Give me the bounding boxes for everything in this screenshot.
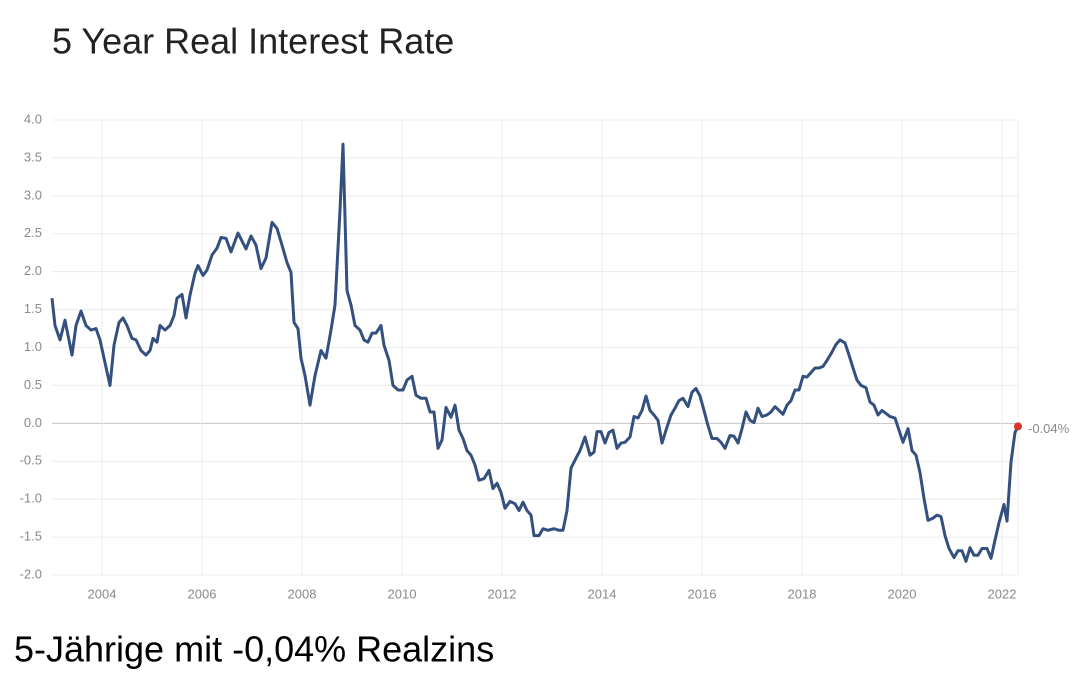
x-tick-label: 2012 [488,586,517,601]
x-tick-label: 2022 [988,586,1017,601]
x-tick-label: 2004 [88,586,117,601]
x-tick-label: 2020 [888,586,917,601]
y-tick-label: 2.5 [24,225,42,240]
y-tick-label: 0.5 [24,377,42,392]
caption: 5-Jährige mit -0,04% Realzins [14,629,494,670]
y-tick-label: 4.0 [24,111,42,126]
end-label: -0.04% [1028,421,1070,436]
y-tick-label: -1.0 [20,491,42,506]
y-tick-label: -2.0 [20,566,42,581]
chart-title: 5 Year Real Interest Rate [52,21,454,62]
y-tick-label: 1.5 [24,301,42,316]
x-tick-label: 2016 [688,586,717,601]
y-tick-label: -0.5 [20,453,42,468]
y-tick-label: -1.5 [20,529,42,544]
y-tick-label: 2.0 [24,263,42,278]
x-tick-label: 2008 [288,586,317,601]
line [50,142,1020,563]
x-tick-label: 2014 [588,586,617,601]
x-tick-label: 2018 [788,586,817,601]
end-point [1014,422,1022,431]
y-tick-label: 0.0 [24,415,42,430]
y-tick-label: 3.0 [24,187,42,202]
x-tick-label: 2010 [388,586,417,601]
y-tick-label: 3.5 [24,149,42,164]
x-tick-label: 2006 [188,586,217,601]
y-tick-label: 1.0 [24,339,42,354]
